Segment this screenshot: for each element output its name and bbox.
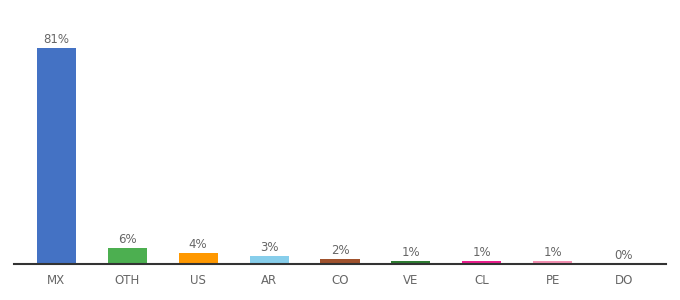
Text: 2%: 2%	[330, 244, 350, 256]
Text: 4%: 4%	[189, 238, 207, 251]
Bar	[107, 248, 147, 264]
Bar	[533, 261, 573, 264]
Text: 1%: 1%	[543, 246, 562, 259]
Text: 81%: 81%	[43, 33, 69, 46]
Bar	[462, 261, 501, 264]
Text: 6%: 6%	[118, 233, 137, 246]
Text: 0%: 0%	[615, 249, 633, 262]
Bar	[320, 259, 360, 264]
Bar	[392, 261, 430, 264]
Bar	[179, 253, 218, 264]
Text: 3%: 3%	[260, 241, 278, 254]
Bar	[250, 256, 288, 264]
Text: 1%: 1%	[473, 246, 491, 259]
Bar	[37, 48, 75, 264]
Text: 1%: 1%	[402, 246, 420, 259]
